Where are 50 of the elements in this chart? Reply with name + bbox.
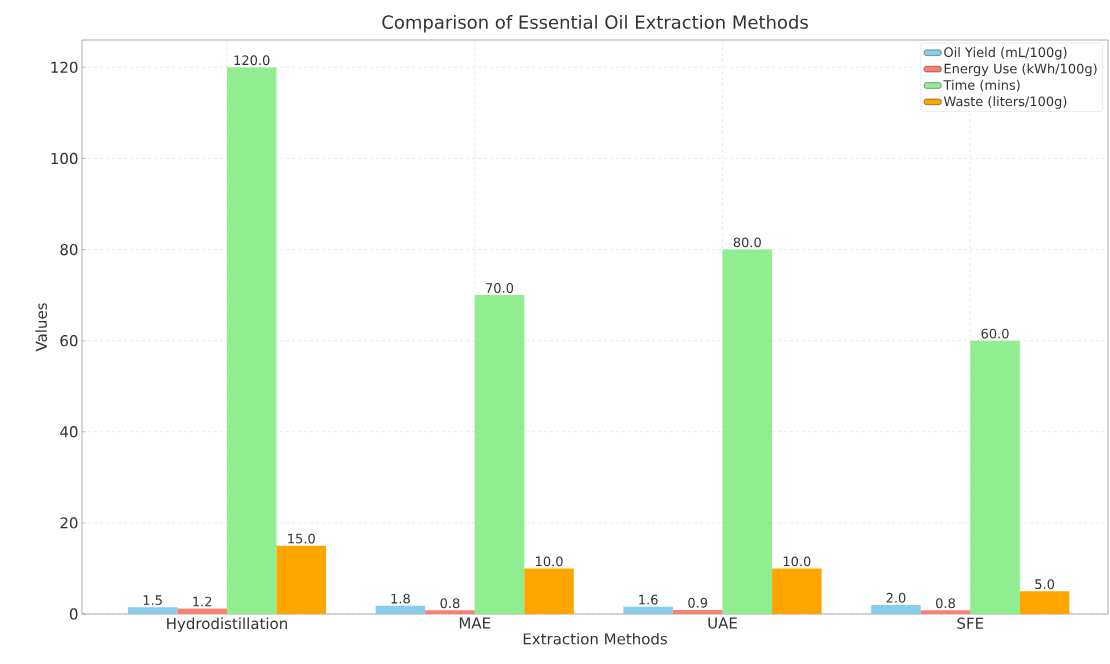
data-label: 15.0 <box>288 533 315 544</box>
data-label: 1.6 <box>639 594 658 605</box>
data-label: 0.8 <box>440 598 460 609</box>
data-label: 70.0 <box>486 283 514 293</box>
data-label: 0.8 <box>936 598 955 609</box>
y-tick-label: 0 <box>69 608 78 620</box>
y-tick-label: 40 <box>60 426 78 438</box>
x-tick-label: SFE <box>957 617 984 629</box>
bar <box>474 295 525 614</box>
bar <box>623 606 673 614</box>
chart-title: Comparison of Essential Oil Extraction Methods <box>382 15 808 33</box>
legend-label: Energy Use (kWh/100g) <box>944 63 1097 77</box>
x-axis-title: Extraction Methods <box>523 632 667 645</box>
data-label: 120.0 <box>234 55 270 66</box>
bar <box>1019 591 1070 614</box>
x-tick-label: Hydrodistillation <box>167 617 287 633</box>
data-label: 80.0 <box>733 237 761 248</box>
y-tick-label: 20 <box>60 517 78 529</box>
data-label: 5.0 <box>1035 579 1055 590</box>
data-label: 10.0 <box>783 556 811 567</box>
bar <box>425 610 475 614</box>
legend-label: Waste (liters/100g) <box>943 96 1067 109</box>
bar <box>177 608 227 614</box>
y-tick-label: 60 <box>60 334 78 347</box>
bar <box>722 249 773 614</box>
data-label: 1.2 <box>193 596 212 607</box>
bar <box>871 604 921 614</box>
x-tick-label: MAE <box>459 617 491 629</box>
y-tick-label: 120 <box>51 61 78 74</box>
data-label: 2.0 <box>886 592 906 603</box>
bar <box>375 605 426 614</box>
bar <box>276 545 327 614</box>
x-tick-label: UAE <box>708 617 737 629</box>
bar <box>970 340 1020 614</box>
data-label: 60.0 <box>981 328 1009 339</box>
legend-label: Oil Yield (mL/100g) <box>944 47 1067 60</box>
bar <box>524 568 574 614</box>
y-tick-label: 80 <box>60 243 78 256</box>
bar <box>672 609 723 614</box>
y-axis-title: Values <box>35 303 47 352</box>
bar <box>920 610 971 614</box>
bar <box>772 568 822 614</box>
y-tick-label: 100 <box>51 152 78 165</box>
legend-label: Time (mins) <box>943 79 1020 92</box>
data-label: 0.9 <box>688 597 708 608</box>
bar <box>226 67 277 614</box>
data-label: 1.8 <box>391 593 410 604</box>
data-label: 10.0 <box>536 556 563 567</box>
data-label: 1.5 <box>143 595 162 605</box>
bar <box>127 607 178 614</box>
